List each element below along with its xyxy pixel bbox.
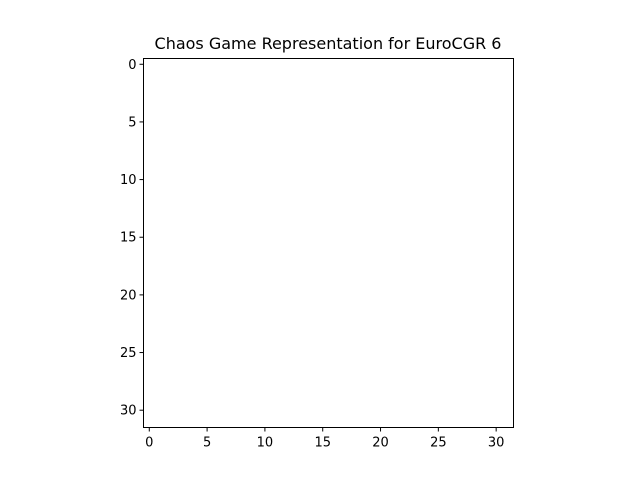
y-tick-label: 5 (128, 115, 136, 130)
y-tick-label: 0 (128, 58, 136, 73)
y-tick-label: 25 (120, 346, 137, 361)
y-axis: 0 5 10 15 20 25 30 (120, 58, 144, 419)
plot-frame (143, 58, 514, 428)
chart-title: Chaos Game Representation for EuroCGR 6 (155, 34, 502, 53)
x-tick-label: 15 (314, 436, 331, 451)
plot-area (143, 58, 514, 428)
y-tick-label: 20 (120, 288, 137, 303)
x-tick-label: 10 (257, 436, 274, 451)
x-axis: 0 5 10 15 20 25 30 (145, 427, 505, 451)
x-tick-label: 20 (372, 436, 389, 451)
x-tick-label: 25 (430, 436, 447, 451)
y-tick-label: 10 (120, 173, 137, 188)
x-tick-label: 5 (203, 436, 211, 451)
y-tick-label: 15 (120, 231, 137, 246)
x-tick-label: 30 (488, 436, 505, 451)
x-tick-label: 0 (145, 436, 153, 451)
y-tick-label: 30 (120, 404, 137, 419)
